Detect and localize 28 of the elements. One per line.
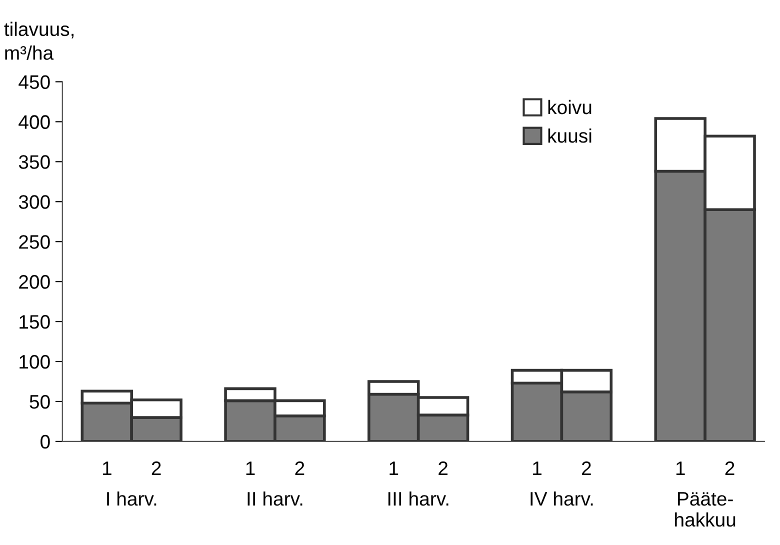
x-tick-label: 1 xyxy=(676,462,685,475)
text: II harv. xyxy=(248,491,302,506)
y-tick-label: 200 xyxy=(19,275,50,289)
x-tick-label: 1 xyxy=(390,462,398,475)
text: IV harv. xyxy=(530,491,593,506)
x-tick-label: 2 xyxy=(438,461,448,475)
y-tick-label: 350 xyxy=(18,155,50,169)
y-tick-label: 300 xyxy=(18,195,50,209)
text: Pääte- hakkuu xyxy=(675,492,736,527)
x-tick-label: 2 xyxy=(582,461,591,475)
y-tick-label: 0 xyxy=(40,434,50,449)
x-tick-label: 1 xyxy=(533,462,542,475)
legend-label: koivu xyxy=(548,100,592,114)
y-tick-label: 450 xyxy=(18,75,50,89)
x-tick-label: 2 xyxy=(725,461,734,475)
y-axis-title: tilavuus, m³/ha xyxy=(4,22,74,60)
text: I harv. xyxy=(107,491,156,506)
text: III harv. xyxy=(388,491,448,506)
y-tick-label: 100 xyxy=(20,354,50,369)
y-tick-label: 400 xyxy=(18,115,50,129)
x-tick-label: 2 xyxy=(295,461,304,475)
x-tick-label: 1 xyxy=(102,462,112,475)
x-tick-label: 1 xyxy=(246,462,255,475)
y-tick-label: 250 xyxy=(19,235,50,249)
x-tick-label: 2 xyxy=(152,461,161,475)
y-tick-label: 150 xyxy=(20,315,50,329)
y-tick-label: 50 xyxy=(30,394,50,409)
legend-label: kuusi xyxy=(548,128,592,143)
